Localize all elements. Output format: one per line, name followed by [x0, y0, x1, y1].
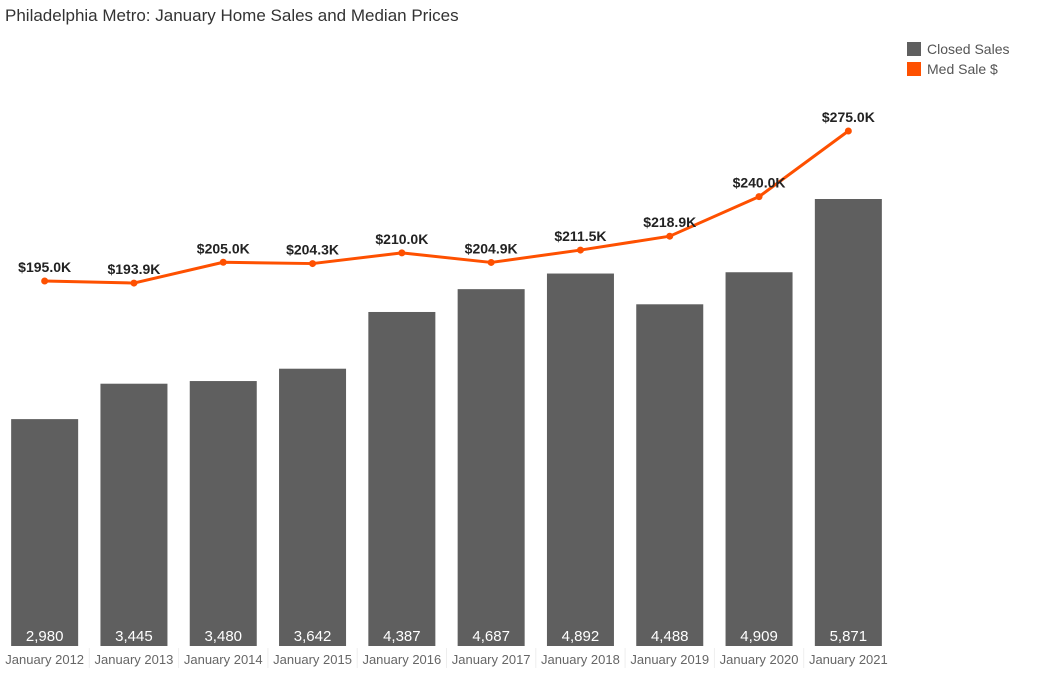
price-value-label: $195.0K: [18, 259, 71, 275]
price-value-label: $204.3K: [286, 242, 339, 258]
x-tick-label: January 2016: [362, 652, 441, 667]
price-value-label: $240.0K: [733, 175, 786, 191]
legend: Closed Sales Med Sale $: [907, 39, 1010, 79]
price-point[interactable]: [398, 249, 406, 257]
bar-closed-sales[interactable]: [189, 381, 257, 646]
bar-closed-sales[interactable]: [100, 383, 168, 646]
price-point[interactable]: [576, 246, 584, 254]
x-tick-label: January 2020: [720, 652, 799, 667]
price-value-label: $193.9K: [107, 261, 160, 277]
x-tick-label: January 2019: [630, 652, 709, 667]
x-axis-labels: January 2012 January 2013 January 2014 Janu…: [5, 648, 888, 668]
bar-closed-sales[interactable]: [725, 272, 793, 646]
x-tick-label: January 2021: [809, 652, 888, 667]
price-point[interactable]: [130, 279, 138, 287]
price-value-label: $211.5K: [554, 228, 606, 244]
legend-swatch-closed-sales: [907, 42, 921, 56]
bar-value-label: 4,387: [383, 628, 421, 645]
bar-value-label: 4,909: [740, 628, 778, 645]
bars-group: 2,980 3,445 3,480 3,642 4,387 4,687 4,892 4,488…: [11, 199, 882, 646]
legend-item-closed-sales[interactable]: Closed Sales: [907, 39, 1010, 59]
price-point[interactable]: [755, 193, 763, 201]
bar-value-label: 5,871: [830, 628, 868, 645]
bar-value-label: 3,445: [115, 628, 153, 645]
bar-value-label: 4,488: [651, 628, 689, 645]
price-line-group: $195.0K $193.9K $205.0K $204.3K $210.0K $204.…: [18, 109, 875, 287]
legend-label-med-sale: Med Sale $: [927, 61, 998, 77]
x-tick-label: January 2012: [5, 652, 84, 667]
price-line: [44, 129, 850, 285]
legend-label-closed-sales: Closed Sales: [927, 41, 1010, 57]
legend-item-med-sale[interactable]: Med Sale $: [907, 59, 1010, 79]
bar-value-label: 4,687: [472, 628, 510, 645]
bar-closed-sales[interactable]: [279, 368, 347, 646]
bar-closed-sales[interactable]: [11, 419, 79, 646]
price-value-label: $210.0K: [375, 231, 428, 247]
price-point[interactable]: [487, 258, 495, 266]
price-value-label: $275.0K: [822, 109, 875, 125]
chart-title: Philadelphia Metro: January Home Sales a…: [5, 6, 459, 25]
bar-value-label: 4,892: [562, 628, 600, 645]
bar-closed-sales[interactable]: [814, 199, 882, 646]
bar-closed-sales[interactable]: [546, 273, 614, 646]
bar-closed-sales[interactable]: [457, 289, 525, 646]
price-point[interactable]: [844, 127, 852, 135]
price-point[interactable]: [41, 277, 49, 285]
price-value-label: $205.0K: [197, 240, 250, 256]
x-tick-label: January 2018: [541, 652, 620, 667]
x-tick-label: January 2015: [273, 652, 352, 667]
x-tick-label: January 2014: [184, 652, 263, 667]
x-tick-label: January 2013: [95, 652, 174, 667]
bar-value-label: 2,980: [26, 628, 64, 645]
price-value-label: $204.9K: [465, 240, 518, 256]
x-tick-label: January 2017: [452, 652, 531, 667]
price-point[interactable]: [666, 232, 674, 240]
price-value-label: $218.9K: [643, 214, 696, 230]
price-point[interactable]: [219, 258, 227, 266]
legend-swatch-med-sale: [907, 62, 921, 76]
price-point[interactable]: [309, 260, 317, 268]
bar-closed-sales[interactable]: [636, 304, 704, 646]
bar-value-label: 3,480: [204, 628, 242, 645]
bar-closed-sales[interactable]: [368, 311, 436, 646]
bar-value-label: 3,642: [294, 628, 332, 645]
